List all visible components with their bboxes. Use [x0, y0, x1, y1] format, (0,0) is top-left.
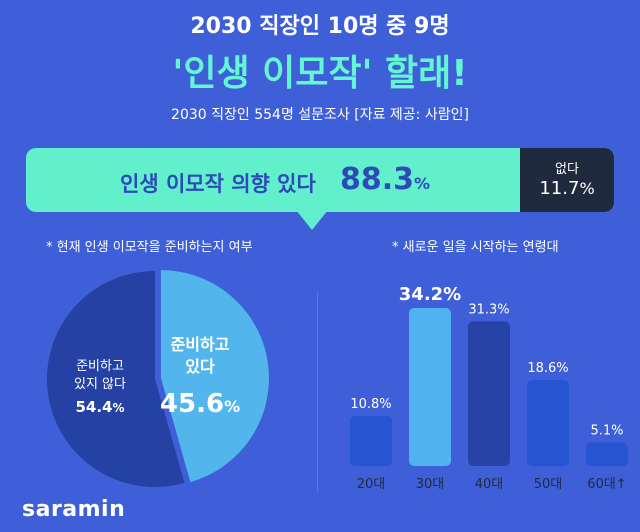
intent-no-value: 11.7%: [539, 178, 595, 199]
age-bar: [527, 380, 569, 466]
saramin-logo: saramin: [22, 497, 126, 522]
headline-title: '인생 이모작' 할래!: [172, 53, 468, 94]
section-divider: [317, 292, 318, 492]
age-bar-value-label: 18.6%: [527, 361, 568, 376]
preparation-pie-chart: 준비하고 있지 않다 54.4% 준비하고 있다 45.6%: [47, 270, 269, 487]
age-category-label: 30대: [416, 477, 445, 492]
pie-notprep-label-1: 준비하고: [76, 359, 124, 374]
age-bar: [468, 321, 510, 466]
survey-source: 2030 직장인 554명 설문조사 [자료 제공: 사람인]: [171, 107, 469, 123]
age-bar: [586, 442, 628, 466]
pie-prep-label-2: 있다: [185, 357, 215, 376]
age-bar-value-label: 34.2%: [399, 284, 461, 305]
age-bar: [350, 416, 392, 466]
intent-no-label: 없다: [555, 162, 579, 177]
age-category-label: 50대: [534, 477, 563, 492]
pie-slice-prepared: [160, 270, 269, 483]
age-bar-value-label: 10.8%: [350, 397, 391, 412]
age-category-label: 40대: [475, 477, 504, 492]
pie-prep-label-1: 준비하고: [171, 335, 230, 354]
age-bar: [409, 308, 451, 466]
callout-pointer: [296, 210, 328, 230]
intent-yes-bar: [26, 148, 532, 212]
headline-subtitle: 2030 직장인 10명 중 9명: [190, 14, 450, 39]
age-bar-value-label: 5.1%: [590, 423, 623, 438]
pie-slice-not-prepared: [47, 271, 185, 487]
intent-yes-label: 인생 이모작 의향 있다: [120, 172, 316, 196]
age-category-label: 20대: [357, 477, 386, 492]
intent-no-bar: [520, 148, 614, 212]
intent-yes-value: 88.3%: [340, 162, 431, 197]
age-bar-chart: 10.8% 20대 34.2% 30대 31.3% 40대 18.6% 50대 5.1% 60대↑: [350, 284, 628, 492]
age-bar-value-label: 31.3%: [468, 302, 509, 317]
pie-prep-value: 45.6%: [160, 389, 240, 419]
age-category-label: 60대↑: [587, 477, 626, 492]
pie-notprep-value: 54.4%: [75, 398, 124, 416]
pie-section-title: * 현재 인생 이모작을 준비하는지 여부: [46, 240, 253, 255]
pie-notprep-label-2: 있지 않다: [74, 377, 126, 392]
bar-section-title: * 새로운 일을 시작하는 연령대: [392, 240, 559, 255]
